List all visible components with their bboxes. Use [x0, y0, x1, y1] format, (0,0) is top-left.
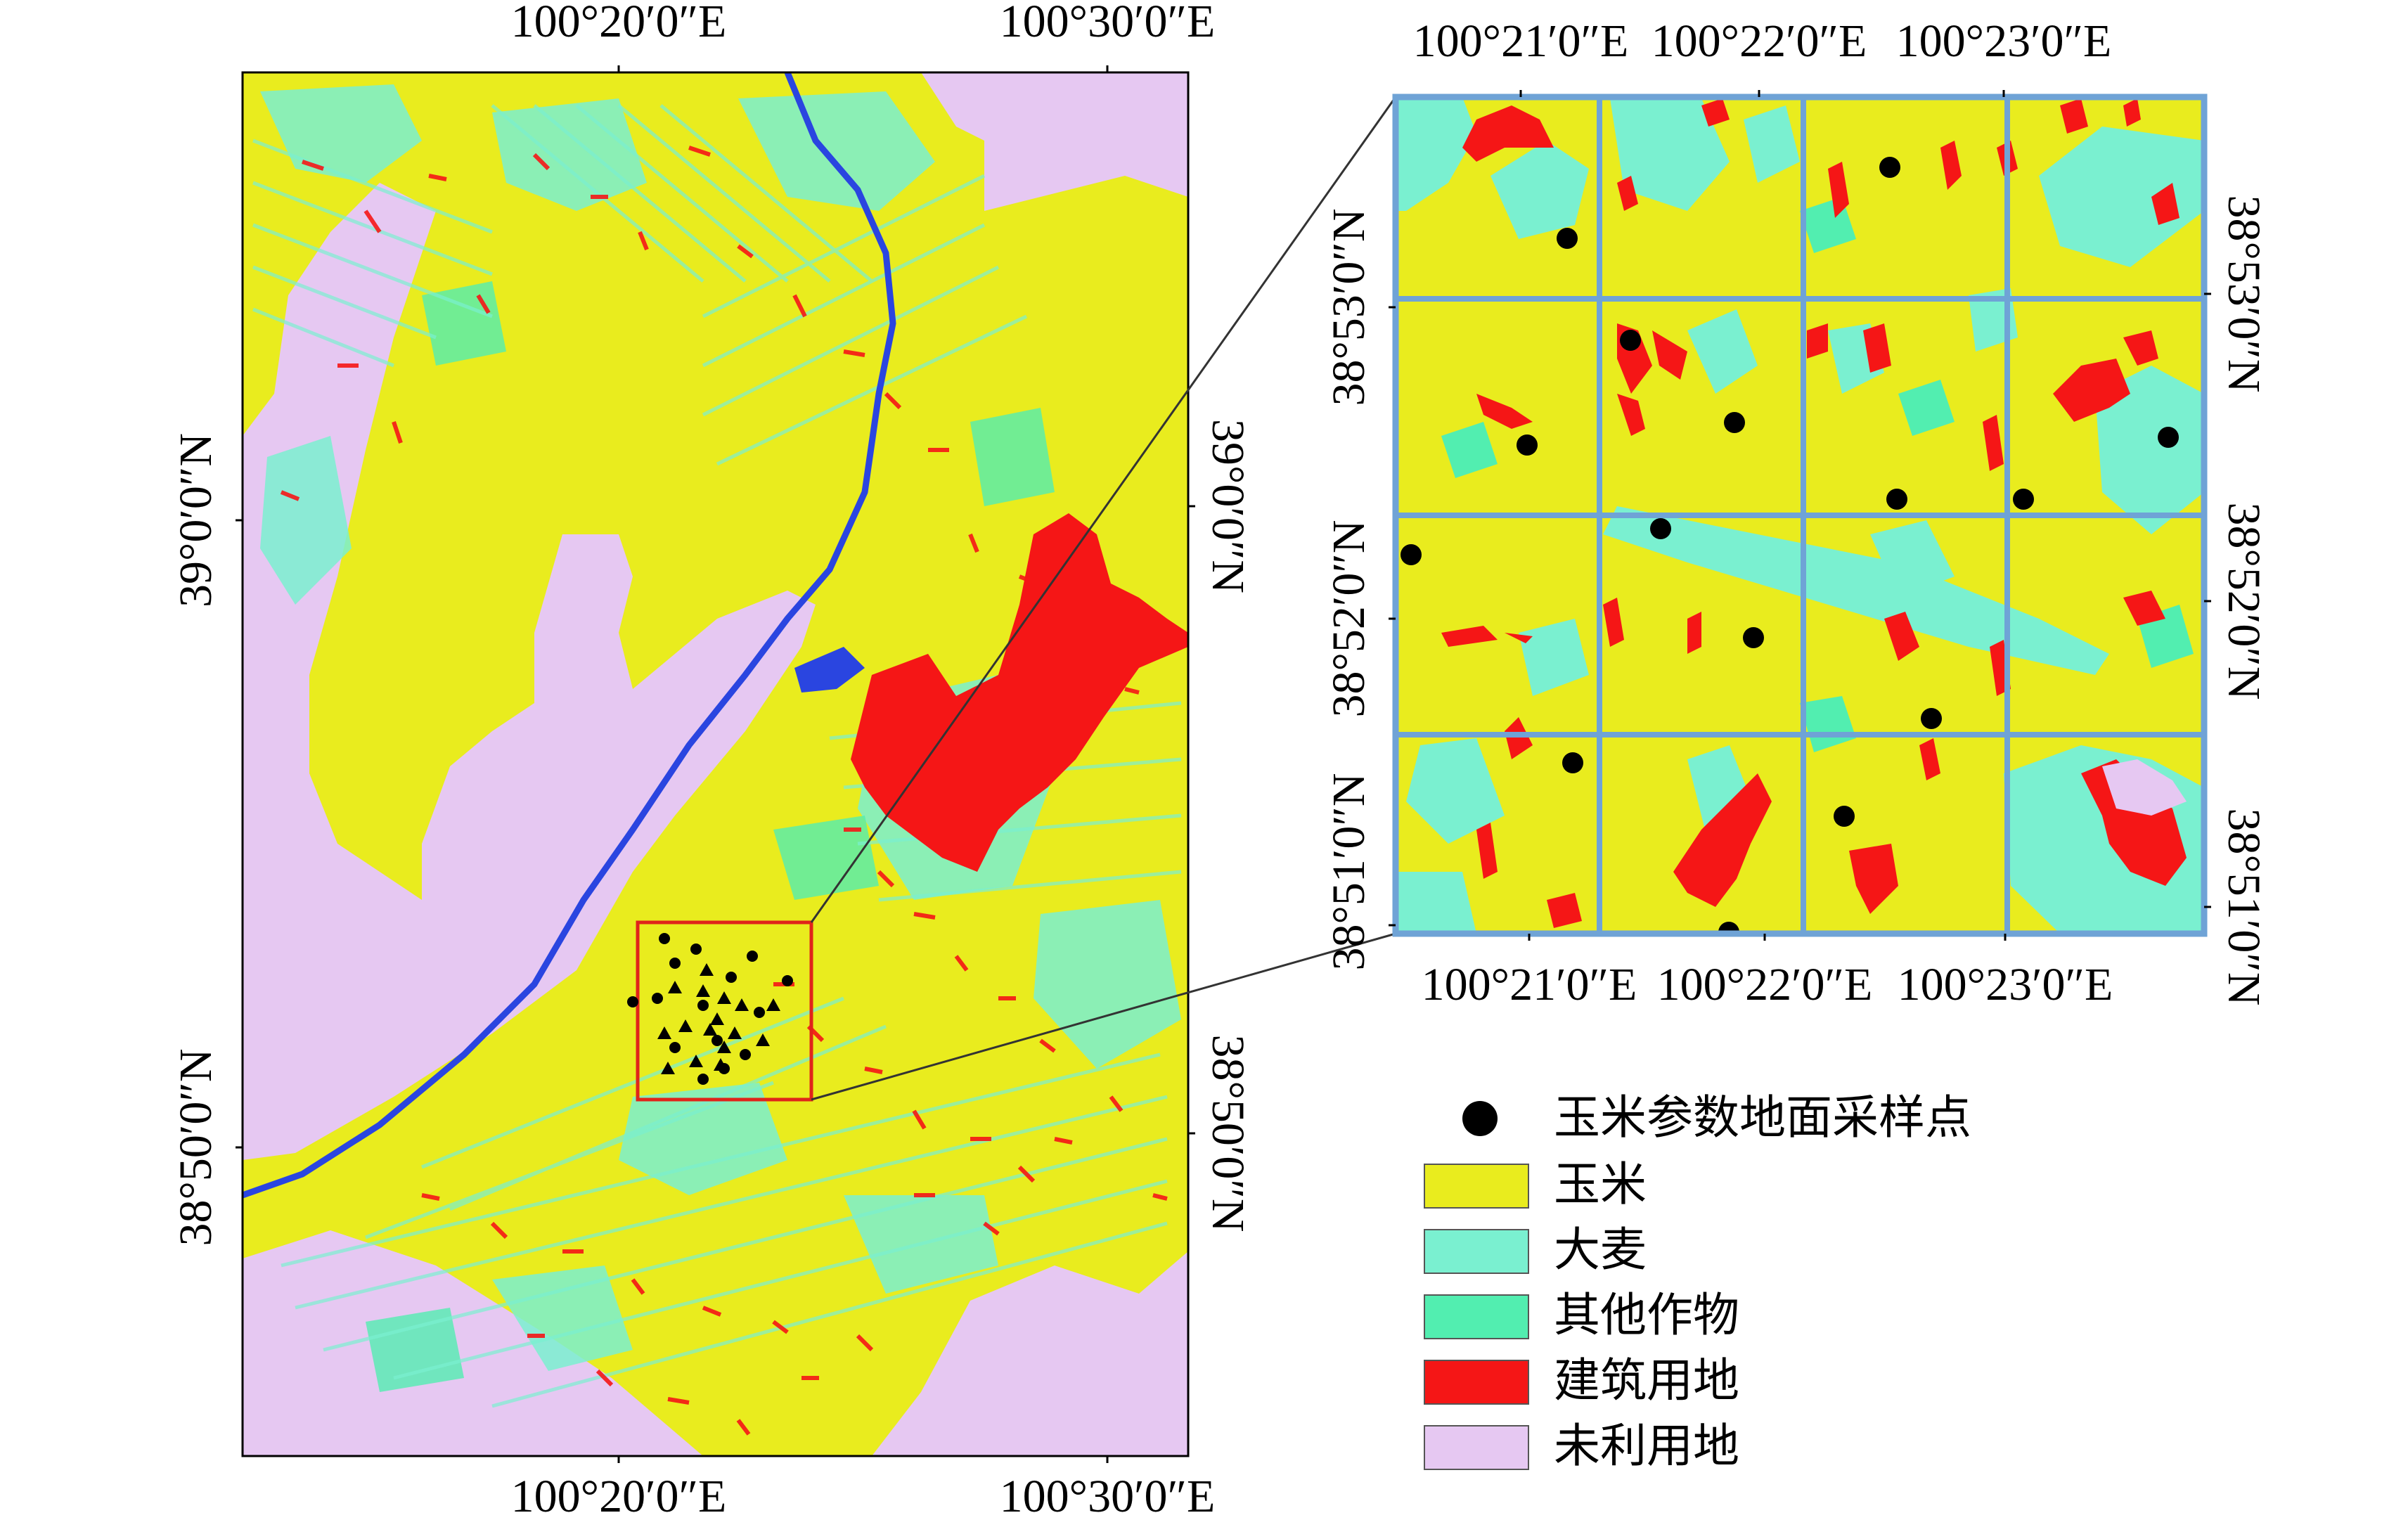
- main-map-frame: [241, 71, 1190, 1457]
- legend-label-barley: 大麦: [1554, 1223, 1647, 1277]
- maize-swatch: [1424, 1164, 1529, 1209]
- legend-label-unused: 未利用地: [1554, 1419, 1739, 1473]
- inset-left-lat-label-2: 38°52′0″N: [1323, 520, 1374, 718]
- field-texture: [252, 104, 1182, 1408]
- inset-right-lat-label-3: 38°51′0″N: [2218, 809, 2269, 1006]
- main-map: 100°20′0″E 100°30′0″E 100°20′0″E 100°30′…: [170, 0, 1254, 1520]
- legend-label-maize: 玉米: [1554, 1157, 1647, 1211]
- main-left-lat-label-2: 38°50′0″N: [170, 1049, 221, 1247]
- urban-area: [851, 513, 1188, 872]
- built-up-swatch: [1424, 1360, 1529, 1405]
- inset-right-lat-label-1: 38°53′0″N: [2218, 195, 2269, 393]
- legend-label-built-up: 建筑用地: [1554, 1353, 1739, 1408]
- study-area-box: [627, 920, 813, 1102]
- cropland-area: [243, 72, 1188, 1456]
- inset-left-lat-label-3: 38°51′0″N: [1323, 773, 1374, 971]
- main-bottom-lon-label-1: 100°20′0″E: [511, 1471, 727, 1516]
- inset-left-lat-label-1: 38°53′0″N: [1323, 209, 1374, 406]
- inset-ticks: [1389, 90, 2211, 941]
- unused-swatch: [1424, 1425, 1529, 1470]
- inset-map: 100°21′0″E 100°22′0″E 100°23′0″E 100°21′…: [1323, 15, 2269, 1010]
- inset-bottom-lon-label-3: 100°23′0″E: [1898, 959, 2113, 1010]
- inset-built-up-patches: [1441, 98, 2187, 928]
- barley-swatch: [1424, 1229, 1529, 1274]
- inset-bottom-lon-label-1: 100°21′0″E: [1422, 959, 1637, 1010]
- main-left-lat-label-1: 39°0′0″N: [170, 433, 221, 607]
- inset-frame: [1392, 94, 2208, 937]
- reservoir: [794, 647, 865, 693]
- zoom-connector-lines: [810, 96, 1397, 1101]
- main-map-ticks: [236, 65, 1195, 1463]
- legend-label-sample-points: 玉米参数地面采样点: [1554, 1090, 1971, 1145]
- other-crops-swatch: [1424, 1294, 1529, 1339]
- inset-right-lat-label-2: 38°52′0″N: [2218, 503, 2269, 700]
- main-bottom-lon-label-2: 100°30′0″E: [1000, 1471, 1216, 1516]
- legend-label-other-crops: 其他作物: [1554, 1288, 1739, 1342]
- main-right-lat-label-2: 38°50′0″N: [1202, 1035, 1254, 1232]
- main-right-lat-label-1: 39°0′0″N: [1202, 419, 1254, 593]
- inset-unused-patch: [2102, 759, 2187, 816]
- inset-bottom-lon-label-2: 100°22′0″E: [1657, 959, 1873, 1010]
- river: [243, 72, 896, 1199]
- sample-point-dot-icon: [1462, 1101, 1498, 1136]
- inset-top-lon-label-1: 100°21′0″E: [1413, 15, 1629, 67]
- inset-grid: [1396, 97, 2204, 934]
- inset-top-lon-label-2: 100°22′0″E: [1652, 15, 1867, 67]
- inset-barley-patches: [1396, 97, 2204, 934]
- main-top-lon-label-1: 100°20′0″E: [511, 0, 727, 47]
- main-top-lon-label-2: 100°30′0″E: [1000, 0, 1216, 47]
- inset-top-lon-label-3: 100°23′0″E: [1896, 15, 2112, 67]
